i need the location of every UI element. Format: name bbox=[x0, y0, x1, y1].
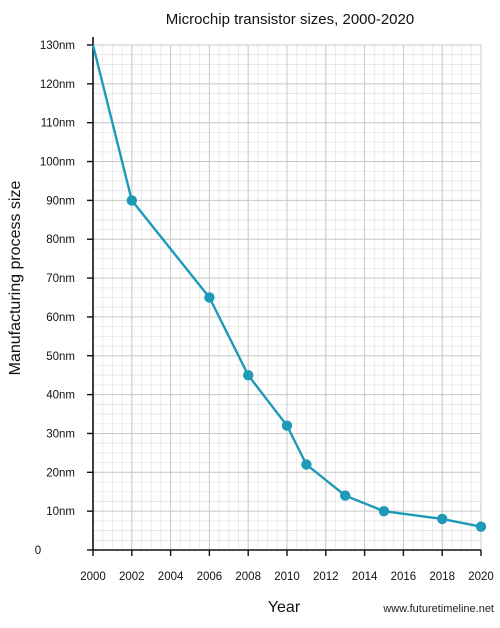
y-tick-label: 50nm bbox=[46, 351, 75, 363]
data-point bbox=[281, 420, 293, 431]
data-point bbox=[378, 506, 390, 517]
watermark: www.futuretimeline.net bbox=[382, 603, 494, 615]
y-tick-label: 0 bbox=[35, 545, 41, 557]
x-tick-label: 2004 bbox=[158, 571, 184, 583]
x-tick-label: 2018 bbox=[429, 571, 455, 583]
series-line bbox=[91, 44, 482, 528]
x-tick-label: 2012 bbox=[313, 571, 339, 583]
data-point bbox=[204, 292, 215, 303]
x-axis-label: Year bbox=[268, 599, 301, 616]
x-tick-label: 2014 bbox=[352, 571, 378, 583]
x-tick-label: 2008 bbox=[235, 571, 261, 583]
x-tick-label: 2016 bbox=[391, 571, 417, 583]
y-tick-label: 80nm bbox=[46, 234, 75, 246]
x-tick-label: 2006 bbox=[197, 571, 223, 583]
data-point bbox=[340, 490, 351, 501]
data-point bbox=[301, 459, 312, 470]
x-tick-label: 2002 bbox=[119, 571, 145, 583]
series-group bbox=[91, 44, 487, 532]
x-tick-label: 2020 bbox=[468, 571, 494, 583]
y-tick-labels: 0 10nm 20nm 30nm 40nm 50nm 60nm 70nm 80nm 90nm 100… bbox=[35, 40, 93, 557]
x-tick-labels: 2000 2002 2004 2006 2008 2010 2012 2014 2016 2018… bbox=[80, 550, 494, 583]
y-tick-label: 90nm bbox=[46, 195, 75, 207]
y-tick-label: 20nm bbox=[46, 467, 75, 479]
data-point bbox=[243, 370, 254, 381]
chart-title: Microchip transistor sizes, 2000-2020 bbox=[166, 11, 414, 28]
y-tick-label: 30nm bbox=[46, 428, 75, 440]
y-tick-label: 10nm bbox=[46, 506, 75, 518]
y-tick-label: 100nm bbox=[40, 157, 75, 169]
data-point bbox=[126, 195, 137, 206]
data-point bbox=[437, 513, 448, 525]
y-tick-label: 70nm bbox=[46, 273, 75, 285]
y-tick-label: 60nm bbox=[46, 312, 75, 324]
x-tick-label: 2010 bbox=[274, 571, 300, 583]
y-tick-label: 110nm bbox=[41, 118, 75, 130]
y-axis-label: Manufacturing process size bbox=[7, 181, 24, 376]
y-tick-label: 40nm bbox=[46, 390, 75, 402]
x-tick-label: 2000 bbox=[80, 571, 106, 583]
y-tick-label: 130nm bbox=[40, 40, 75, 52]
data-point bbox=[475, 521, 487, 532]
y-tick-label: 120nm bbox=[40, 79, 75, 91]
